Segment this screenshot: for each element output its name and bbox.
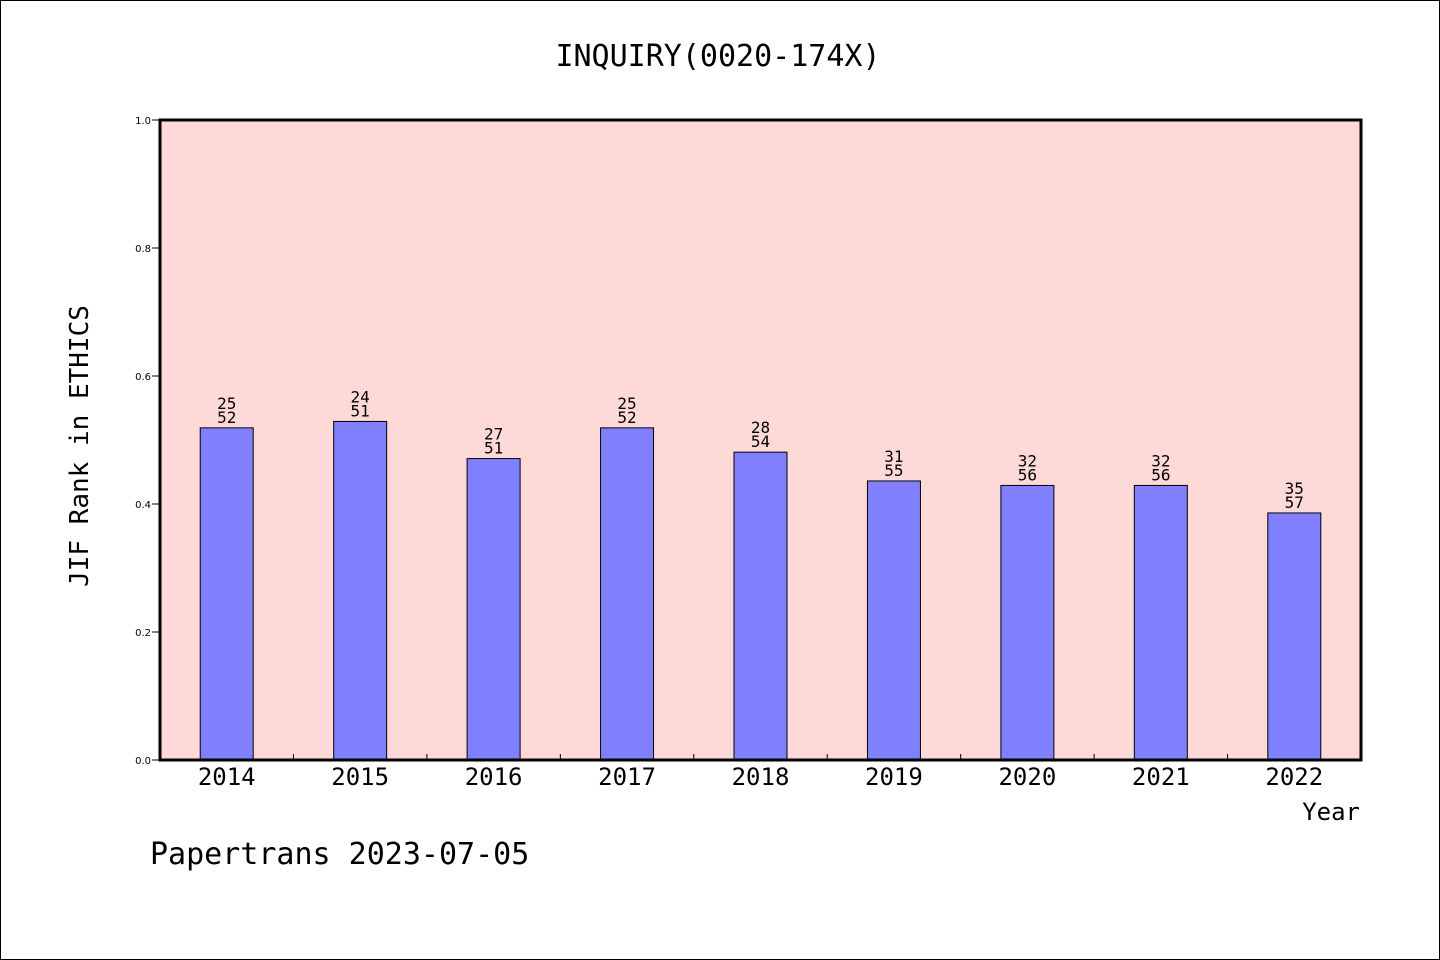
x-tick-label: 2015 bbox=[331, 763, 389, 791]
bar-2022 bbox=[1267, 512, 1322, 761]
bar-rank-label: 35 bbox=[1285, 479, 1304, 498]
y-tick-label: 0.8 bbox=[135, 244, 151, 255]
x-tick-label: 2018 bbox=[732, 763, 790, 791]
bars bbox=[199, 420, 1322, 761]
x-tick-label: 2022 bbox=[1265, 763, 1323, 791]
y-tick-label: 0.4 bbox=[135, 500, 151, 511]
x-tick-label: 2021 bbox=[1132, 763, 1190, 791]
bar-total-label: 57 bbox=[1285, 493, 1304, 512]
bar-2016 bbox=[466, 458, 521, 761]
y-tick-label: 0.0 bbox=[135, 756, 151, 767]
bar-total-label: 54 bbox=[751, 432, 770, 451]
bar-rank-label: 32 bbox=[1018, 451, 1037, 470]
bar-rank-label: 27 bbox=[484, 425, 503, 444]
bar-total-label: 51 bbox=[351, 401, 370, 420]
y-tick-label: 1.0 bbox=[135, 116, 151, 127]
chart-title: INQUIRY(0020-174X) bbox=[555, 39, 880, 74]
bar-rank-label: 24 bbox=[351, 387, 370, 406]
y-axis-label: JIF Rank in ETHICS bbox=[65, 305, 95, 587]
y-tick-label: 0.6 bbox=[135, 372, 151, 383]
x-tick-label: 2020 bbox=[998, 763, 1056, 791]
bar-2021 bbox=[1133, 484, 1188, 761]
x-tick-label: 2019 bbox=[865, 763, 923, 791]
plot-border bbox=[158, 118, 1363, 762]
bar-total-label: 52 bbox=[617, 408, 636, 427]
x-tick-label: 2017 bbox=[598, 763, 656, 791]
bar-2020 bbox=[1000, 484, 1055, 761]
bar-rank-label: 32 bbox=[1151, 451, 1170, 470]
bar-rank-label: 25 bbox=[617, 394, 636, 413]
bar-2015 bbox=[333, 420, 388, 761]
x-tick-label: 2016 bbox=[465, 763, 523, 791]
bar-total-label: 55 bbox=[884, 461, 903, 480]
x-axis-label: Year bbox=[1302, 798, 1360, 826]
bar-2018 bbox=[733, 451, 788, 761]
bar-total-label: 52 bbox=[217, 408, 236, 427]
bar-rank-label: 28 bbox=[751, 418, 770, 437]
footer-credit: Papertrans 2023-07-05 bbox=[150, 837, 529, 872]
bar-2019 bbox=[866, 480, 921, 761]
bar-2017 bbox=[600, 427, 655, 761]
bar-total-label: 56 bbox=[1018, 465, 1037, 484]
y-tick-label: 0.2 bbox=[135, 628, 151, 639]
bar-rank-label: 25 bbox=[217, 394, 236, 413]
bar-total-label: 56 bbox=[1151, 465, 1170, 484]
x-tick-label: 2014 bbox=[198, 763, 256, 791]
y-axis: 0.0 0.2 0.4 0.6 0.8 1.0 bbox=[135, 116, 160, 767]
bar-2014 bbox=[199, 427, 254, 761]
bar-rank-label: 31 bbox=[884, 447, 903, 466]
x-axis: 2014 2015 2016 2017 2018 2019 2020 2021 2022 bbox=[198, 754, 1323, 791]
bar-total-label: 51 bbox=[484, 439, 503, 458]
